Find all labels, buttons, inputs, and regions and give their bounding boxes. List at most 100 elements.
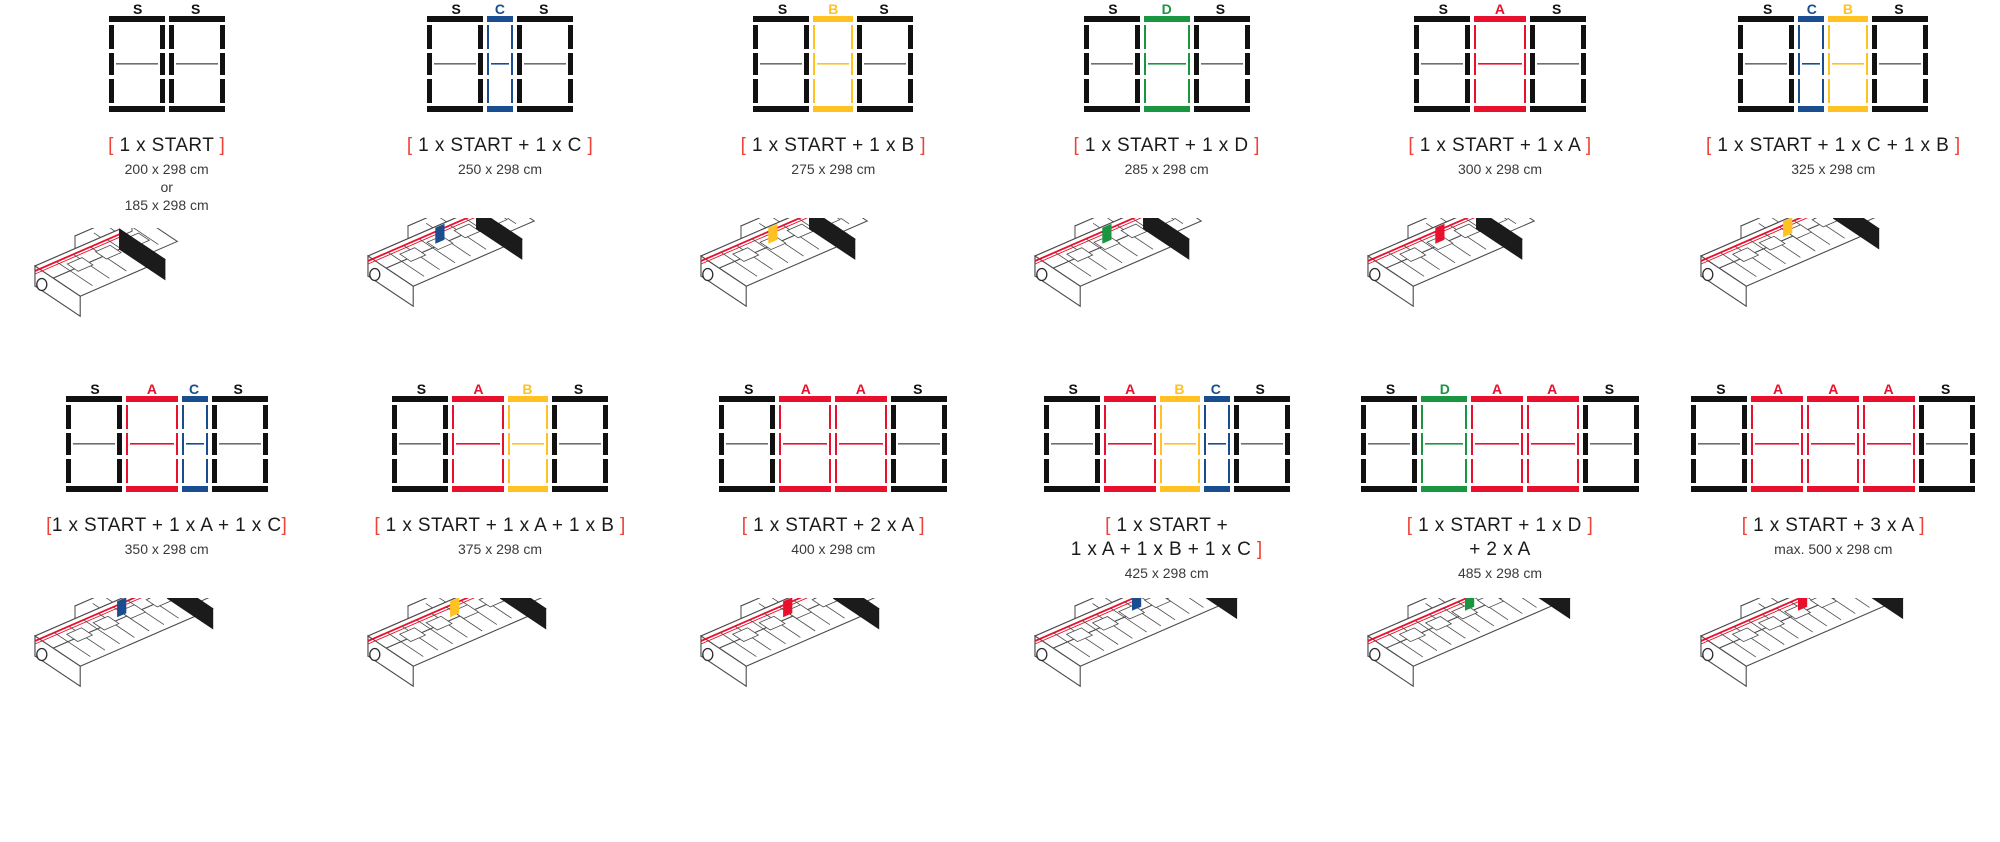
dimension-block: 425 x 298 cm	[1071, 564, 1263, 582]
plan-diagram	[1043, 396, 1290, 492]
module-letter-a: A	[1494, 1, 1506, 17]
module-letter-a: A	[1773, 381, 1784, 397]
bracket-open: [	[1073, 135, 1080, 156]
configuration-caption: [ 1 x START + 1 x A + 1 x B ] 375 x 298 c…	[374, 514, 625, 584]
caption-line: [ 1 x START + 1 x C ]	[406, 135, 594, 156]
bracket-open: [	[46, 515, 52, 536]
configuration-caption: [ 1 x START + 2 x A ] 400 x 298 cm	[742, 514, 925, 584]
dimension-line: 375 x 298 cm	[457, 541, 543, 557]
module-letter-c: C	[1210, 381, 1221, 397]
dimension-line: 400 x 298 cm	[791, 541, 876, 557]
module-letter-s: S	[190, 1, 201, 17]
caption-line: [ 1 x START + 1 x D ]	[1073, 135, 1260, 156]
isometric-wrapper	[667, 598, 1000, 738]
configuration-cell[interactable]: S A B S [ 1 x START + 1 x A + 1 x B ] 375 x 2…	[333, 380, 666, 738]
caption-line: [ 1 x START +	[1105, 515, 1229, 536]
module-letter-b: B	[522, 381, 533, 397]
configuration-cell[interactable]: S D S [ 1 x START + 1 x D ] 285 x 298 cm	[1000, 0, 1333, 368]
bracket-close: ]	[1585, 135, 1592, 156]
module-letter-c: C	[1806, 1, 1817, 17]
caption-line: [1 x START + 1 x A + 1 x C]	[46, 515, 288, 536]
configuration-caption: [ 1 x START + 3 x A ] max. 500 x 298 cm	[1742, 514, 1925, 584]
module-letter-s: S	[451, 1, 461, 17]
module-letter-s: S	[132, 1, 143, 17]
configuration-cell[interactable]: S C B S [ 1 x START + 1 x C + 1 x B ] 325 x 2…	[1667, 0, 2000, 368]
bracket-close: ]	[1256, 539, 1263, 560]
isometric-wrapper	[1333, 598, 1666, 738]
bracket-open: [	[1741, 515, 1748, 536]
module-letter-s: S	[1215, 1, 1226, 17]
caption-line: [ 1 x START + 1 x C + 1 x B ]	[1706, 135, 1961, 156]
isometric-mattress	[366, 598, 547, 688]
caption-line: 1 x A + 1 x B + 1 x C ]	[1070, 539, 1263, 560]
dimension-block: max. 500 x 298 cm	[1742, 540, 1925, 558]
module-letter-s: S	[1255, 381, 1265, 397]
isometric-mattress	[1033, 598, 1238, 688]
plan-diagram	[753, 16, 914, 112]
bracket-open: [	[1406, 515, 1413, 536]
dimension-block: 400 x 298 cm	[742, 540, 925, 558]
configuration-caption: [ 1 x START + 1 x C + 1 x B ] 325 x 298 c…	[1706, 134, 1961, 204]
bracket-close: ]	[587, 135, 594, 156]
bracket-open: [	[374, 515, 380, 536]
configuration-cell[interactable]: S B S [ 1 x START + 1 x B ] 275 x 298 cm	[667, 0, 1000, 368]
bracket-close: ]	[920, 135, 926, 156]
configuration-cell[interactable]: S S[ 1 x START ] 200 x 298 cm or 185 x 298 c…	[0, 0, 333, 368]
isometric-wrapper	[1333, 218, 1666, 358]
module-letter-s: S	[1385, 381, 1396, 397]
bracket-close: ]	[619, 515, 626, 536]
isometric-wrapper	[667, 218, 1000, 358]
configuration-cell[interactable]: S A A S [ 1 x START + 2 x A ] 400 x 298 cm	[667, 380, 1000, 738]
isometric-mattress	[1366, 598, 1571, 688]
configuration-cell[interactable]: S C S [ 1 x START + 1 x C ] 250 x 298 cm	[333, 0, 666, 368]
module-letter-s: S	[1551, 1, 1562, 17]
configuration-caption: [ 1 x START + 1 x C ] 250 x 298 cm	[407, 134, 593, 204]
isometric-mattress	[700, 598, 881, 688]
configuration-cell[interactable]: S A C S [1 x START + 1 x A + 1 x C] 350 x 298…	[0, 380, 333, 738]
module-letter-s: S	[1894, 1, 1904, 17]
module-letter-c: C	[494, 1, 506, 17]
module-letter-s: S	[573, 381, 584, 397]
configuration-cell[interactable]: S D A A S [ 1 x START + 1 x D ] + 2 x A 485 x 2…	[1333, 380, 1666, 738]
configuration-caption: [ 1 x START + 1 x A + 1 x B + 1 x C ] 425 …	[1071, 514, 1263, 584]
plan-diagram	[1691, 396, 1976, 492]
isometric-wrapper	[0, 228, 333, 368]
plan-grid	[1738, 16, 1929, 112]
isometric-mattress	[1700, 598, 1905, 688]
caption-line: [ 1 x START + 2 x A ]	[741, 515, 925, 536]
module-letter-s: S	[777, 1, 788, 17]
module-letter-a: A	[800, 381, 811, 397]
module-letter-a: A	[855, 381, 866, 397]
configuration-caption: [ 1 x START + 1 x B ] 275 x 298 cm	[741, 134, 926, 204]
plan-diagram	[1413, 16, 1586, 112]
bracket-close: ]	[1254, 135, 1260, 156]
module-letter-s: S	[539, 1, 549, 17]
module-letter-a: A	[1491, 381, 1503, 397]
module-letter-s: S	[1941, 381, 1951, 397]
module-letter-s: S	[1716, 381, 1726, 397]
configuration-cell[interactable]: S A A A S [ 1 x START + 3 x A ] max. 500 x 298…	[1667, 380, 2000, 738]
module-letter-s: S	[1604, 381, 1615, 397]
dimension-line: or	[160, 179, 173, 195]
bracket-open: [	[741, 515, 748, 536]
configuration-caption: [ 1 x START + 1 x D ] + 2 x A 485 x 298 cm	[1407, 514, 1593, 584]
configuration-cell[interactable]: S A S [ 1 x START + 1 x A ] 300 x 298 cm	[1333, 0, 1666, 368]
plan-grid	[1360, 396, 1639, 492]
plan-grid	[719, 396, 948, 492]
configuration-row-1: S S[ 1 x START ] 200 x 298 cm or 185 x 298 c…	[0, 0, 2000, 368]
isometric-wrapper	[1667, 218, 2000, 358]
plan-diagram	[1083, 16, 1250, 112]
plan-diagram	[108, 16, 225, 112]
module-letter-c: C	[189, 381, 200, 397]
configuration-cell[interactable]: S A B C S [ 1 x START + 1 x A + 1 x B + 1 x C …	[1000, 380, 1333, 738]
